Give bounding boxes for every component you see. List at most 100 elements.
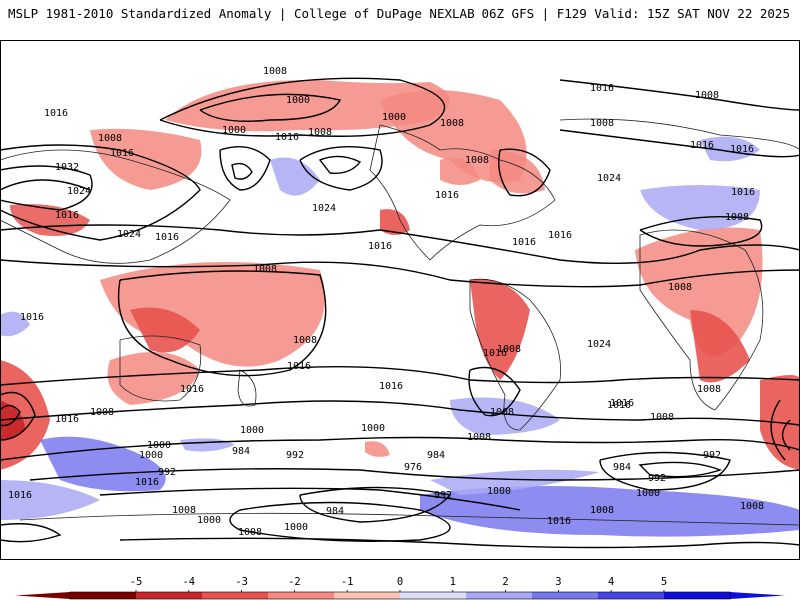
- contour-label: 1008: [308, 127, 332, 138]
- contour-label: 1000: [284, 522, 308, 533]
- contour-label: 1016: [547, 516, 571, 527]
- contour-label: 1016: [155, 232, 179, 243]
- contour-label: 1008: [497, 344, 521, 355]
- colorbar-outline: [69, 591, 731, 600]
- contour-label: 1008: [590, 505, 614, 516]
- colorbar-swatch: [268, 592, 335, 599]
- contour-label: 1016: [368, 241, 392, 252]
- contour-labels: 1008 1000 1016 1008 1000 1016 1008 1016 …: [8, 66, 764, 538]
- contour-label: 1016: [590, 83, 614, 94]
- colorbar-tick-label: -3: [235, 576, 248, 588]
- contour-label: 1024: [597, 173, 621, 184]
- colorbar-tick-label: -4: [182, 576, 195, 588]
- contour-label: 992: [434, 490, 452, 501]
- contour-label: 992: [703, 450, 721, 461]
- contour-label: 984: [232, 446, 250, 457]
- contour-label: 1016: [730, 144, 754, 155]
- contour-label: 1016: [731, 187, 755, 198]
- contour-label: 1008: [467, 432, 491, 443]
- colorbar-swatch: [70, 592, 137, 599]
- contour-label: 1008: [725, 212, 749, 223]
- colorbar-tick-label: 0: [397, 576, 403, 588]
- contour-label: 1008: [697, 384, 721, 395]
- contour-label: 1032: [55, 162, 79, 173]
- contour-label: 1008: [90, 407, 114, 418]
- contour-label: 1024: [587, 339, 611, 350]
- colorbar-swatch: [400, 592, 467, 599]
- contour-label: 984: [427, 450, 445, 461]
- contour-label: 1008: [590, 118, 614, 129]
- contour-label: 1016: [55, 414, 79, 425]
- contour-label: 1000: [240, 425, 264, 436]
- contour-label: 1024: [67, 186, 91, 197]
- anomaly-map: 1008 1000 1016 1008 1000 1016 1008 1016 …: [0, 40, 800, 560]
- contour-label: 1016: [180, 384, 204, 395]
- contour-label: 1024: [117, 229, 141, 240]
- contour-label: 1008: [668, 282, 692, 293]
- colorbar-arrow-low: [15, 592, 70, 599]
- negative-anomaly-shading: [0, 79, 800, 470]
- colorbar-swatch: [466, 592, 533, 599]
- contour-label: 992: [648, 473, 666, 484]
- contour-label: 1000: [361, 423, 385, 434]
- colorbar-tick-label: -1: [341, 576, 354, 588]
- contour-label: 1008: [440, 118, 464, 129]
- contour-label: 1016: [483, 348, 507, 359]
- colorbar-tick-label: -2: [288, 576, 301, 588]
- colorbar-tick-label: -5: [130, 576, 143, 588]
- contour-label: 1000: [636, 488, 660, 499]
- colorbar-swatch: [136, 592, 203, 599]
- contour-label: 1008: [740, 501, 764, 512]
- coastlines: [0, 118, 800, 526]
- contour-label: 1016: [690, 140, 714, 151]
- map-title: MSLP 1981-2010 Standardized Anomaly | Co…: [8, 6, 475, 21]
- colorbar-tick-label: 2: [502, 576, 508, 588]
- contour-label: 1016: [548, 230, 572, 241]
- contour-label: 1016: [44, 108, 68, 119]
- contour-label: 984: [613, 462, 631, 473]
- contour-label: 1016: [110, 148, 134, 159]
- contour-label: 1016: [275, 132, 299, 143]
- colorbar-tick-label: 4: [608, 576, 614, 588]
- positive-anomaly-shading: [0, 136, 800, 537]
- contour-label: 1008: [490, 407, 514, 418]
- contour-label: 992: [286, 450, 304, 461]
- contour-label: 1016: [379, 381, 403, 392]
- contour-label: 1000: [286, 95, 310, 106]
- colorbar-ticks: -5 -4 -3 -2 -1 0 1 2 3 4 5: [130, 576, 667, 592]
- contour-label: 1016: [20, 312, 44, 323]
- contour-label: 1000: [487, 486, 511, 497]
- isobar-contours: [0, 77, 800, 549]
- contour-label: 1000: [197, 515, 221, 526]
- contour-label: 1016: [287, 361, 311, 372]
- contour-label: 1008: [263, 66, 287, 77]
- contour-label: 984: [326, 506, 344, 517]
- contour-label: 1008: [293, 335, 317, 346]
- colorbar-swatch: [532, 592, 599, 599]
- contour-label: 1016: [8, 490, 32, 501]
- colorbar-tick-label: 3: [555, 576, 561, 588]
- contour-label: 1016: [610, 398, 634, 409]
- contour-label: 1016: [512, 237, 536, 248]
- contour-label: 1016: [435, 190, 459, 201]
- contour-label: 1008: [98, 133, 122, 144]
- contour-label: 1008: [238, 527, 262, 538]
- contour-label: 1000: [382, 112, 406, 123]
- colorbar-tick-label: 5: [661, 576, 667, 588]
- colorbar-swatch: [664, 592, 731, 599]
- contour-label: 1016: [135, 477, 159, 488]
- contour-label: 1000: [147, 440, 171, 451]
- model-run-info: 06Z GFS | F129 Valid: 15Z SAT NOV 22 202…: [481, 6, 790, 21]
- colorbar-swatches: [15, 591, 785, 600]
- colorbar-arrow-high: [730, 592, 785, 599]
- colorbar-swatch: [334, 592, 401, 599]
- contour-label: 992: [158, 467, 176, 478]
- colorbar: -5 -4 -3 -2 -1 0 1 2 3 4 5: [15, 576, 785, 600]
- contour-label: 1008: [172, 505, 196, 516]
- contour-label: 1000: [222, 125, 246, 136]
- colorbar-swatch: [598, 592, 665, 599]
- contour-label: 1008: [650, 412, 674, 423]
- contour-label: 1008: [695, 90, 719, 101]
- colorbar-tick-label: 1: [450, 576, 456, 588]
- contour-label: 1000: [139, 450, 163, 461]
